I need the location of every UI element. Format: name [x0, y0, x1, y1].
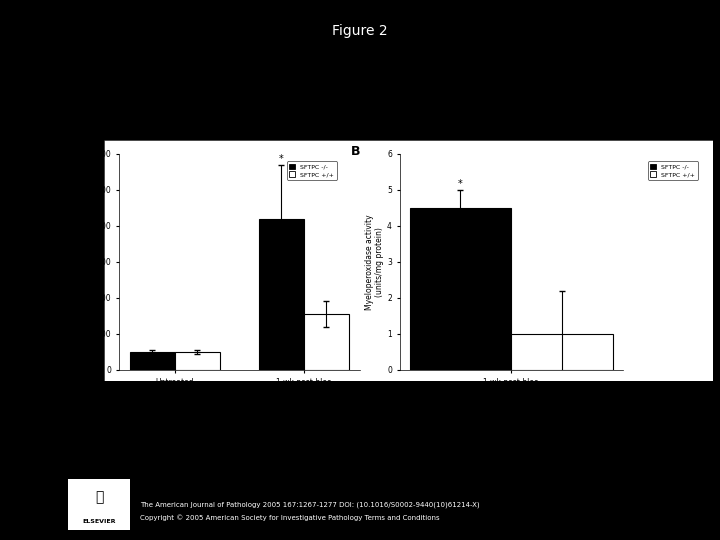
Text: *: * [279, 154, 284, 164]
Bar [258, 219, 304, 370]
Text: A: A [66, 145, 76, 158]
Bar [175, 352, 220, 370]
Text: The American Journal of Pathology 2005 167:1267-1277 DOI: (10.1016/S0002-9440(10: The American Journal of Pathology 2005 1… [140, 501, 480, 508]
Bar [130, 352, 175, 370]
Y-axis label: Number of Neutrophils in Lavage: Number of Neutrophils in Lavage [73, 199, 81, 325]
Legend: SFTPC -/-, SFTPC +/+: SFTPC -/-, SFTPC +/+ [648, 161, 698, 180]
Text: Copyright © 2005 American Society for Investigative Pathology Terms and Conditio: Copyright © 2005 American Society for In… [140, 514, 440, 521]
Bar [511, 334, 613, 370]
Text: 🌳: 🌳 [95, 490, 103, 504]
Legend: SFTPC -/-, SFTPC +/+: SFTPC -/-, SFTPC +/+ [287, 161, 337, 180]
Text: *: * [458, 179, 463, 189]
Bar [410, 208, 511, 370]
Text: Figure 2: Figure 2 [332, 24, 388, 38]
Bar [304, 314, 349, 370]
Y-axis label: Myeloperoxidase activity
(units/mg protein): Myeloperoxidase activity (units/mg prote… [365, 214, 384, 310]
Text: ELSEVIER: ELSEVIER [82, 518, 116, 524]
Text: B: B [351, 145, 360, 158]
